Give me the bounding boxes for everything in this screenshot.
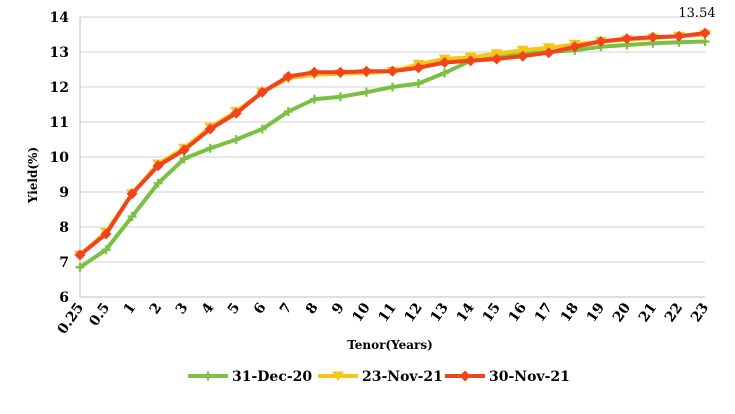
data-point-30-nov-21 — [465, 55, 477, 67]
data-point-31-dec-20 — [153, 178, 163, 188]
data-point-30-nov-21 — [491, 53, 503, 65]
data-point-30-nov-21 — [413, 62, 425, 74]
data-point-31-dec-20 — [414, 79, 424, 88]
x-axis-label: Tenor(Years) — [347, 338, 433, 352]
x-tick-label: 22 — [662, 300, 686, 325]
x-tick-label: 5 — [225, 300, 244, 317]
data-point-30-nov-21 — [126, 188, 138, 200]
data-point-30-nov-21 — [543, 47, 555, 59]
x-tick-label: 18 — [558, 300, 582, 325]
x-tick-label: 17 — [532, 300, 556, 325]
y-tick-label: 7 — [59, 255, 69, 271]
data-point-30-nov-21 — [673, 30, 685, 42]
data-point-31-dec-20 — [257, 124, 267, 134]
y-tick-label: 12 — [50, 80, 69, 96]
x-tick-labels: 0.250.5 1 2 3 4 5 6 7 8 9 10 11 12 13 14 15 16 17 18 19 20 21… — [55, 300, 713, 337]
data-point-30-nov-21 — [282, 71, 294, 82]
y-tick-label: 11 — [50, 115, 69, 131]
x-tick-label: 16 — [506, 300, 530, 325]
x-tick-label: 0.5 — [86, 300, 113, 329]
x-tick-label: 4 — [199, 300, 218, 317]
x-tick-label: 11 — [375, 300, 399, 325]
y-tick-label: 14 — [50, 10, 70, 26]
data-point-30-nov-21 — [569, 41, 581, 53]
legend: 31-Dec-20 23-Nov-21 30-Nov-21 — [188, 369, 570, 385]
data-label: 13.54 — [678, 6, 715, 21]
y-tick-label: 13 — [50, 45, 69, 61]
data-point-30-nov-21 — [595, 36, 607, 47]
data-point-30-nov-21 — [334, 66, 346, 78]
series-group — [74, 27, 711, 272]
x-tick-label: 3 — [173, 300, 192, 317]
x-tick-label: 19 — [584, 300, 608, 325]
legend-item: 31-Dec-20 — [188, 369, 312, 385]
x-tick-label: 12 — [402, 300, 426, 325]
y-tick-labels: 6 7 8 9 10 11 12 13 14 — [50, 10, 70, 306]
data-point-30-nov-21 — [308, 66, 320, 78]
y-tick-label: 6 — [59, 290, 69, 306]
data-point-30-nov-21 — [178, 144, 190, 156]
data-point-31-dec-20 — [127, 212, 137, 221]
series-30-nov-21 — [74, 27, 711, 261]
data-point-31-dec-20 — [335, 92, 345, 102]
legend-marker — [459, 370, 471, 382]
legend-marker — [332, 371, 344, 382]
y-axis-label: Yield(%) — [26, 147, 40, 204]
data-point-31-dec-20 — [75, 262, 85, 272]
data-point-30-nov-21 — [152, 160, 164, 172]
x-tick-label: 7 — [277, 300, 296, 317]
x-tick-label: 6 — [251, 300, 270, 317]
data-point-31-dec-20 — [101, 245, 111, 255]
data-point-31-dec-20 — [179, 154, 189, 164]
x-tick-label: 14 — [454, 300, 478, 325]
x-tick-label: 8 — [303, 300, 322, 317]
x-tick-label: 15 — [480, 300, 504, 325]
x-tick-label: 2 — [147, 300, 166, 317]
data-point-23-nov-21 — [516, 45, 529, 56]
data-point-31-dec-20 — [309, 94, 319, 104]
data-point-30-nov-21 — [387, 65, 398, 77]
x-tick-label: 9 — [329, 300, 348, 317]
data-point-30-nov-21 — [256, 86, 268, 98]
data-point-31-dec-20 — [231, 135, 241, 144]
x-tick-label: 23 — [688, 300, 712, 325]
series-23-nov-21 — [74, 30, 711, 261]
y-tick-label: 9 — [59, 185, 69, 201]
data-point-31-dec-20 — [388, 82, 397, 92]
data-point-30-nov-21 — [517, 50, 529, 62]
data-point-30-nov-21 — [439, 57, 451, 68]
data-point-30-nov-21 — [74, 249, 86, 261]
x-tick-label: 21 — [636, 300, 660, 325]
data-point-31-dec-20 — [361, 87, 371, 97]
y-tick-label: 8 — [59, 220, 69, 236]
x-tick-label: 20 — [610, 300, 634, 325]
data-point-31-dec-20 — [205, 143, 215, 153]
legend-label: 23-Nov-21 — [362, 369, 443, 385]
data-point-30-nov-21 — [360, 65, 372, 77]
data-point-30-nov-21 — [204, 123, 216, 135]
x-tick-label: 1 — [121, 300, 140, 317]
data-point-31-dec-20 — [283, 107, 293, 116]
data-point-30-nov-21 — [230, 107, 242, 119]
data-point-31-dec-20 — [440, 68, 450, 78]
legend-label: 31-Dec-20 — [232, 369, 312, 385]
data-point-30-nov-21 — [621, 33, 633, 45]
data-point-30-nov-21 — [647, 31, 659, 43]
x-tick-label: 10 — [349, 300, 373, 325]
data-point-30-nov-21 — [100, 228, 112, 240]
x-tick-label: 13 — [428, 300, 452, 325]
legend-marker — [203, 371, 213, 381]
y-tick-label: 10 — [50, 150, 70, 166]
legend-item: 23-Nov-21 — [318, 369, 443, 385]
data-point-30-nov-21 — [699, 27, 711, 39]
legend-item: 30-Nov-21 — [445, 369, 570, 385]
legend-label: 30-Nov-21 — [489, 369, 570, 385]
annotations: 13.54 — [678, 6, 715, 21]
